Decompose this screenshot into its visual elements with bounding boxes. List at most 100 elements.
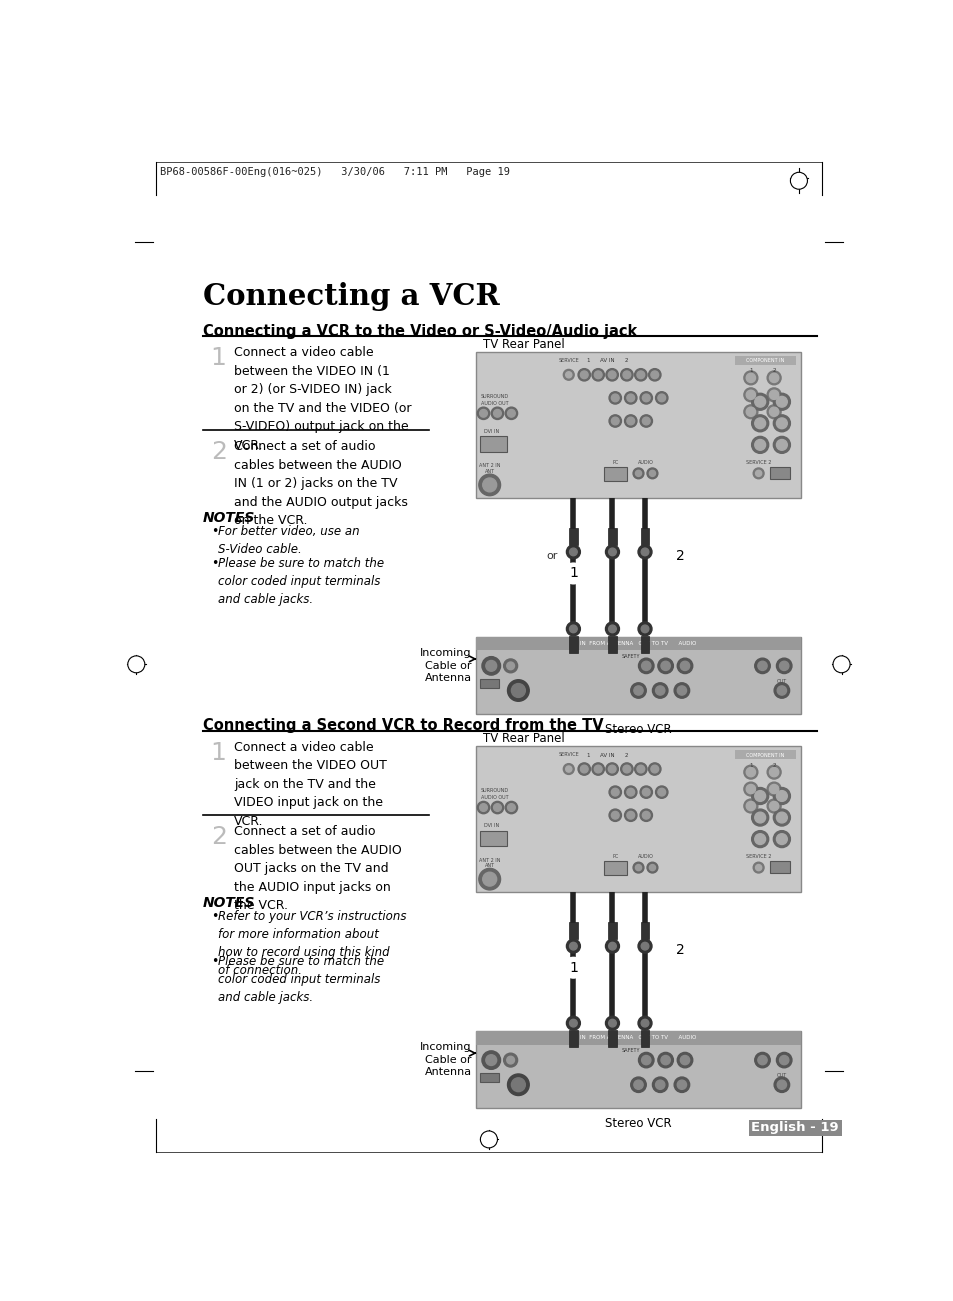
Circle shape [482,872,497,886]
Circle shape [638,622,651,636]
Circle shape [766,405,781,419]
Text: 2: 2 [675,549,683,563]
Text: 1: 1 [586,359,589,363]
Circle shape [491,801,503,813]
Circle shape [769,407,778,416]
Bar [569,1030,577,1047]
Circle shape [751,436,768,453]
Circle shape [660,661,670,670]
Text: SAFETY: SAFETY [620,653,639,658]
Circle shape [766,371,781,385]
Circle shape [608,371,616,379]
Circle shape [608,392,620,405]
Circle shape [611,394,618,402]
Circle shape [608,548,616,556]
Circle shape [624,392,637,405]
Circle shape [479,804,487,812]
Circle shape [639,392,652,405]
Text: 1: 1 [586,753,589,757]
Circle shape [679,661,689,670]
Circle shape [620,368,633,381]
Text: SURROUND: SURROUND [480,394,509,399]
Circle shape [578,368,590,381]
Text: •: • [211,909,218,922]
Circle shape [639,809,652,821]
Circle shape [562,958,583,978]
Circle shape [503,658,517,673]
Bar [735,749,795,758]
Circle shape [635,470,641,476]
Bar [748,1120,841,1136]
Circle shape [669,545,689,566]
Circle shape [638,1016,651,1030]
Circle shape [507,1073,529,1095]
Circle shape [626,788,634,796]
Circle shape [506,1056,514,1064]
Text: Connect a video cable
between the VIDEO IN (1
or 2) (or S-VIDEO IN) jack
on the : Connect a video cable between the VIDEO … [233,346,411,451]
Text: 1: 1 [748,368,752,373]
Circle shape [478,474,500,496]
Circle shape [638,939,651,954]
Text: BP68-00586F-00Eng(016~025)   3/30/06   7:11 PM   Page 19: BP68-00586F-00Eng(016~025) 3/30/06 7:11 … [159,167,509,177]
Circle shape [655,392,667,405]
Circle shape [608,765,616,773]
Bar [608,922,616,939]
Text: 2: 2 [624,753,628,757]
Circle shape [776,658,791,674]
Circle shape [626,418,634,425]
Circle shape [743,765,757,779]
Circle shape [779,1055,788,1064]
Circle shape [751,809,768,826]
Circle shape [638,658,654,674]
Text: 2: 2 [624,359,628,363]
Circle shape [493,410,500,418]
Circle shape [620,762,633,775]
Circle shape [754,418,765,429]
Circle shape [626,812,634,820]
Text: PC: PC [612,459,618,464]
Circle shape [743,782,757,796]
Circle shape [569,624,577,632]
Text: Connect a set of audio
cables between the AUDIO
IN (1 or 2) jacks on the TV
and : Connect a set of audio cables between th… [233,440,407,527]
Bar [569,528,577,545]
Circle shape [608,942,616,950]
Circle shape [779,661,788,670]
Circle shape [640,1019,648,1026]
Bar [603,467,626,481]
Circle shape [491,407,503,419]
Circle shape [751,830,768,847]
Circle shape [658,1053,673,1068]
Text: COMPONENT IN: COMPONENT IN [745,753,783,757]
Circle shape [776,440,786,450]
Circle shape [507,410,515,418]
Circle shape [766,782,781,796]
Circle shape [611,418,618,425]
Circle shape [639,786,652,799]
Circle shape [594,371,601,379]
Circle shape [569,1019,577,1026]
Text: PC: PC [612,853,618,859]
Circle shape [641,788,649,796]
Circle shape [481,657,500,675]
Circle shape [630,683,645,699]
Circle shape [622,765,630,773]
Circle shape [633,1080,642,1089]
Circle shape [655,1080,664,1089]
Circle shape [569,942,577,950]
Circle shape [511,1077,525,1092]
Circle shape [505,407,517,419]
Circle shape [641,418,649,425]
Circle shape [776,1053,791,1068]
Circle shape [766,765,781,779]
Circle shape [637,765,644,773]
Circle shape [511,683,525,697]
Circle shape [478,868,500,890]
Circle shape [641,661,650,670]
Text: TV Rear Panel: TV Rear Panel [483,338,565,351]
Circle shape [605,622,618,636]
Bar [479,679,498,688]
Circle shape [562,764,574,774]
Circle shape [754,1053,769,1068]
Bar [640,1030,648,1047]
Bar [769,861,789,873]
